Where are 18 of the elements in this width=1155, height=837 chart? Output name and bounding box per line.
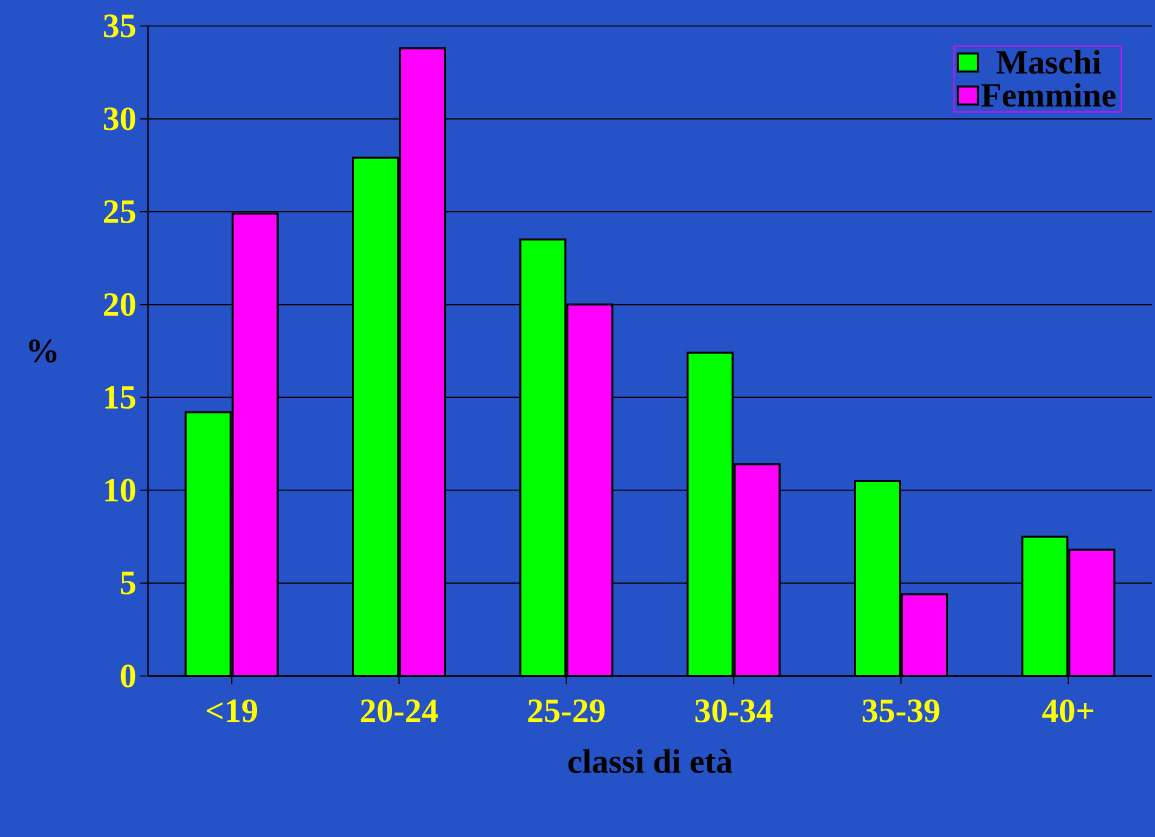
y-tick-label: 15 xyxy=(105,386,136,409)
x-tick-label: 25-29 xyxy=(528,699,605,723)
x-tick-label: 35-39 xyxy=(862,699,940,723)
y-axis-title: % xyxy=(29,339,57,363)
y-tick-label: 35 xyxy=(103,14,136,38)
y-tick-label: 25 xyxy=(104,200,136,224)
x-tick-label: 20-24 xyxy=(360,699,438,723)
x-tick-label: 40+ xyxy=(1042,699,1094,723)
y-tick-label: 10 xyxy=(105,478,136,502)
y-tick-label: 0 xyxy=(120,664,136,688)
x-tick-label: <19 xyxy=(206,699,258,723)
y-tick-label: 30 xyxy=(103,107,136,131)
legend-label: Femmine xyxy=(981,82,1116,107)
y-tick-label: 5 xyxy=(120,571,136,595)
y-tick-label: 20 xyxy=(104,293,136,316)
legend-label: Maschi xyxy=(996,49,1101,74)
x-axis-title: classi di età xyxy=(568,749,733,774)
x-tick-label: 30-34 xyxy=(695,699,773,723)
